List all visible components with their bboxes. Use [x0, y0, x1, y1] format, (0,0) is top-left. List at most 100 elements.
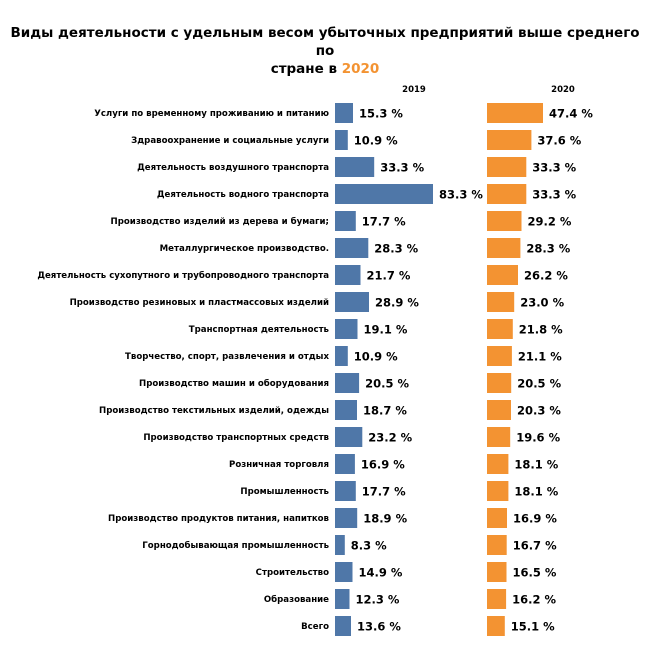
category-label: Деятельность водного транспорта	[157, 190, 329, 200]
chart-title-line2-prefix: стране в	[270, 61, 338, 77]
bar-2020	[487, 346, 512, 366]
category-label: Производство транспортных средств	[143, 433, 329, 443]
category-label: Всего	[301, 622, 329, 632]
value-label-2019: 28.9 %	[375, 296, 419, 310]
bar-2019	[335, 211, 356, 231]
category-label: Производство резиновых и пластмассовых и…	[70, 298, 329, 308]
category-label: Промышленность	[240, 487, 329, 497]
category-label: Творчество, спорт, развлечения и отдых	[125, 352, 329, 362]
value-label-2019: 83.3 %	[439, 188, 483, 202]
bar-2019	[335, 616, 351, 636]
bar-2020	[487, 211, 522, 231]
bar-2019	[335, 481, 356, 501]
bar-2020	[487, 292, 515, 312]
bar-2020	[487, 184, 527, 204]
chart-title-year-highlight: 2020	[341, 61, 380, 77]
value-label-2020: 16.7 %	[513, 539, 557, 553]
category-labels: Услуги по временному проживанию и питани…	[37, 109, 329, 632]
bar-2019	[335, 535, 345, 555]
year-headers: 2019 2020	[402, 85, 575, 95]
chart-title-line2: стране в 2020	[0, 60, 650, 78]
bar-2019	[335, 103, 353, 123]
value-label-2020: 21.1 %	[518, 350, 562, 364]
value-label-2020: 28.3 %	[526, 242, 570, 256]
bar-2019	[335, 427, 363, 447]
category-label: Горнодобывающая промышленность	[142, 540, 329, 551]
value-label-2019: 23.2 %	[368, 431, 412, 445]
category-label: Производство изделий из дерева и бумаги;	[111, 216, 329, 227]
value-label-2020: 16.9 %	[513, 512, 557, 526]
value-label-2019: 28.3 %	[374, 242, 418, 256]
bar-2019	[335, 157, 375, 177]
value-label-2019: 21.7 %	[367, 269, 411, 283]
value-label-2019: 18.7 %	[363, 404, 407, 418]
value-label-2020: 18.1 %	[514, 485, 558, 499]
bar-2019	[335, 265, 361, 285]
value-label-2019: 8.3 %	[351, 539, 387, 553]
value-label-2019: 12.3 %	[356, 593, 400, 607]
value-label-2020: 26.2 %	[524, 269, 568, 283]
value-label-2019: 33.3 %	[380, 161, 424, 175]
value-label-2019: 20.5 %	[365, 377, 409, 391]
category-label: Услуги по временному проживанию и питани…	[94, 109, 329, 119]
category-label: Розничная торговля	[229, 460, 329, 470]
category-label: Строительство	[256, 568, 329, 578]
value-label-2020: 33.3 %	[532, 161, 576, 175]
value-label-2019: 19.1 %	[364, 323, 408, 337]
bar-2019	[335, 562, 353, 582]
value-label-2019: 10.9 %	[354, 134, 398, 148]
value-label-2020: 19.6 %	[516, 431, 560, 445]
value-label-2019: 17.7 %	[362, 215, 406, 229]
bar-2019	[335, 130, 348, 150]
bar-2020	[487, 238, 521, 258]
bar-2019	[335, 238, 369, 258]
value-label-2020: 15.1 %	[511, 620, 555, 634]
bar-2020	[487, 562, 507, 582]
year-header-2020: 2020	[551, 85, 575, 95]
category-label: Транспортная деятельность	[189, 325, 330, 335]
bar-2020	[487, 265, 518, 285]
bar-2019	[335, 508, 358, 528]
bar-2019	[335, 346, 348, 366]
bar-2019	[335, 184, 433, 204]
bar-2020	[487, 454, 509, 474]
value-label-2020: 33.3 %	[532, 188, 576, 202]
value-label-2019: 14.9 %	[359, 566, 403, 580]
category-label: Деятельность воздушного транспорта	[137, 163, 329, 173]
bar-2020	[487, 427, 511, 447]
bar-2020	[487, 481, 509, 501]
value-label-2020: 37.6 %	[537, 134, 581, 148]
value-label-2019: 16.9 %	[361, 458, 405, 472]
value-label-2020: 20.3 %	[517, 404, 561, 418]
value-label-2020: 29.2 %	[528, 215, 572, 229]
value-label-2020: 20.5 %	[517, 377, 561, 391]
value-label-2019: 17.7 %	[362, 485, 406, 499]
value-label-2020: 23.0 %	[520, 296, 564, 310]
category-label: Производство текстильных изделий, одежды	[99, 406, 329, 416]
chart-title: Виды деятельности с удельным весом убыто…	[0, 24, 650, 78]
bar-2020	[487, 535, 507, 555]
value-label-2019: 15.3 %	[359, 107, 403, 121]
bars-2019: 15.3 % 10.9 % 33.3 % 83.3 % 17.7 % 28.3 % 21.7…	[335, 103, 483, 636]
value-label-2020: 47.4 %	[549, 107, 593, 121]
value-label-2019: 18.9 %	[363, 512, 407, 526]
value-label-2020: 21.8 %	[519, 323, 563, 337]
category-label: Деятельность сухопутного и трубопроводно…	[37, 270, 329, 281]
category-label: Металлургическое производство.	[160, 244, 329, 254]
value-label-2020: 16.2 %	[512, 593, 556, 607]
bar-2020	[487, 130, 532, 150]
bar-2020	[487, 616, 505, 636]
bars-2020: 47.4 % 37.6 % 33.3 % 33.3 % 29.2 % 28.3 % 26.2…	[487, 103, 593, 636]
bar-2020	[487, 157, 527, 177]
category-label: Здравоохранение и социальные услуги	[131, 136, 329, 146]
category-label: Производство машин и оборудования	[139, 378, 329, 389]
value-label-2020: 16.5 %	[513, 566, 557, 580]
bar-2020	[487, 319, 513, 339]
bar-2020	[487, 103, 543, 123]
bar-2019	[335, 589, 350, 609]
year-header-2019: 2019	[402, 85, 426, 95]
value-label-2020: 18.1 %	[514, 458, 558, 472]
bar-2019	[335, 373, 360, 393]
bar-2020	[487, 373, 512, 393]
